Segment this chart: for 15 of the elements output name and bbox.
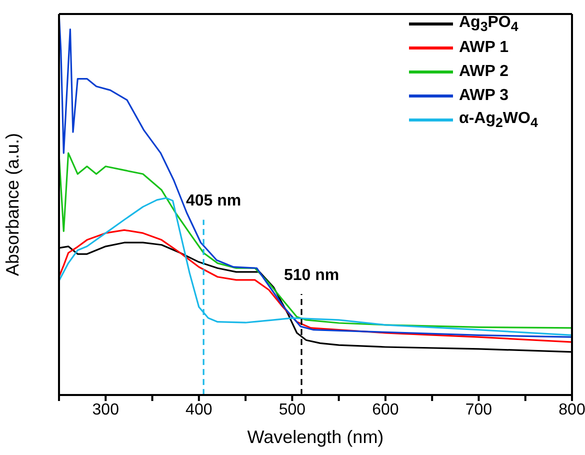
x-tick-label: 300 bbox=[92, 401, 120, 418]
x-axis-title: Wavelength (nm) bbox=[247, 427, 384, 447]
x-tick-label: 800 bbox=[558, 401, 585, 418]
legend-label: AWP 2 bbox=[459, 63, 508, 81]
ref-line-label: 405 nm bbox=[186, 192, 242, 210]
ref-line-label: 510 nm bbox=[284, 267, 340, 284]
y-axis-title: Absorbance (a.u.) bbox=[2, 132, 22, 276]
legend-label: AWP 1 bbox=[459, 39, 508, 57]
legend-label: AWP 3 bbox=[459, 87, 508, 105]
x-tick-label: 500 bbox=[278, 401, 306, 418]
x-tick-label: 600 bbox=[372, 401, 399, 418]
x-tick-label: 400 bbox=[186, 401, 212, 418]
x-tick-label: 700 bbox=[465, 401, 492, 418]
legend-label: α-Ag$_{2}$WO$_{4}$ bbox=[459, 110, 538, 130]
legend-label: Ag$_{3}$PO$_{4}$ bbox=[459, 14, 518, 34]
